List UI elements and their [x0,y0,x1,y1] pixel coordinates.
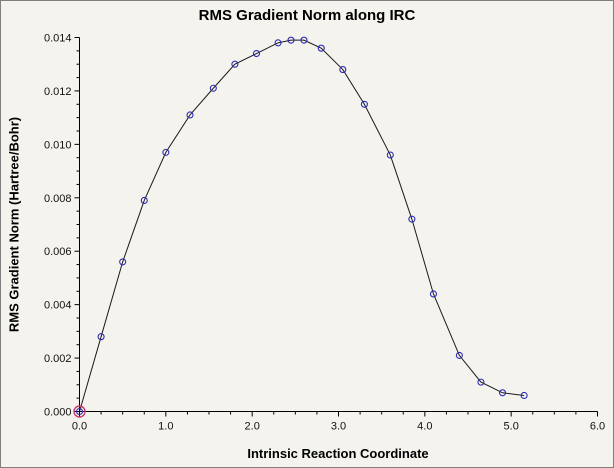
data-point-marker [97,333,105,341]
data-point-marker [386,151,394,159]
data-point-marker [287,36,295,44]
data-point-marker [477,378,485,386]
data-point-marker [408,215,416,223]
y-tick-label: 0.002 [44,353,72,365]
data-point-marker [498,389,507,397]
x-tick-label: 0.0 [72,421,87,433]
x-tick-label: 2.0 [245,421,260,433]
data-point-marker [339,66,347,74]
data-line [79,39,525,412]
data-point-marker [119,258,127,266]
y-tick-label: 0.014 [44,33,72,45]
x-axis-label: Intrinsic Reaction Coordinate [247,446,429,461]
x-tick-label: 1.0 [158,421,173,433]
data-point-marker [75,407,84,416]
y-tick-label: 0.000 [44,407,72,419]
data-point-marker [455,351,463,359]
y-tick-label: 0.008 [44,193,72,205]
y-tick-label: 0.010 [44,139,72,151]
x-tick-label: 4.0 [417,421,432,433]
y-tick-label: 0.004 [44,300,72,312]
data-point-marker [209,84,217,92]
data-point-marker [231,60,239,68]
data-point-marker [429,290,438,298]
y-tick-label: 0.006 [44,246,72,258]
x-tick-label: 3.0 [331,421,346,433]
selected-point-highlight [73,405,86,418]
x-tick-label: 6.0 [590,421,605,433]
data-point-marker [140,196,148,205]
x-tick-label: 5.0 [504,421,519,433]
data-point-marker [162,148,170,156]
data-point-marker [360,100,368,108]
data-point-marker [252,49,261,58]
data-point-marker [186,111,194,119]
data-point-marker [300,36,308,44]
chart-title: RMS Gradient Norm along IRC [198,7,416,24]
data-point-marker [520,391,528,400]
data-point-marker [274,39,282,47]
data-point-marker [317,44,325,52]
y-tick-label: 0.012 [44,86,72,98]
